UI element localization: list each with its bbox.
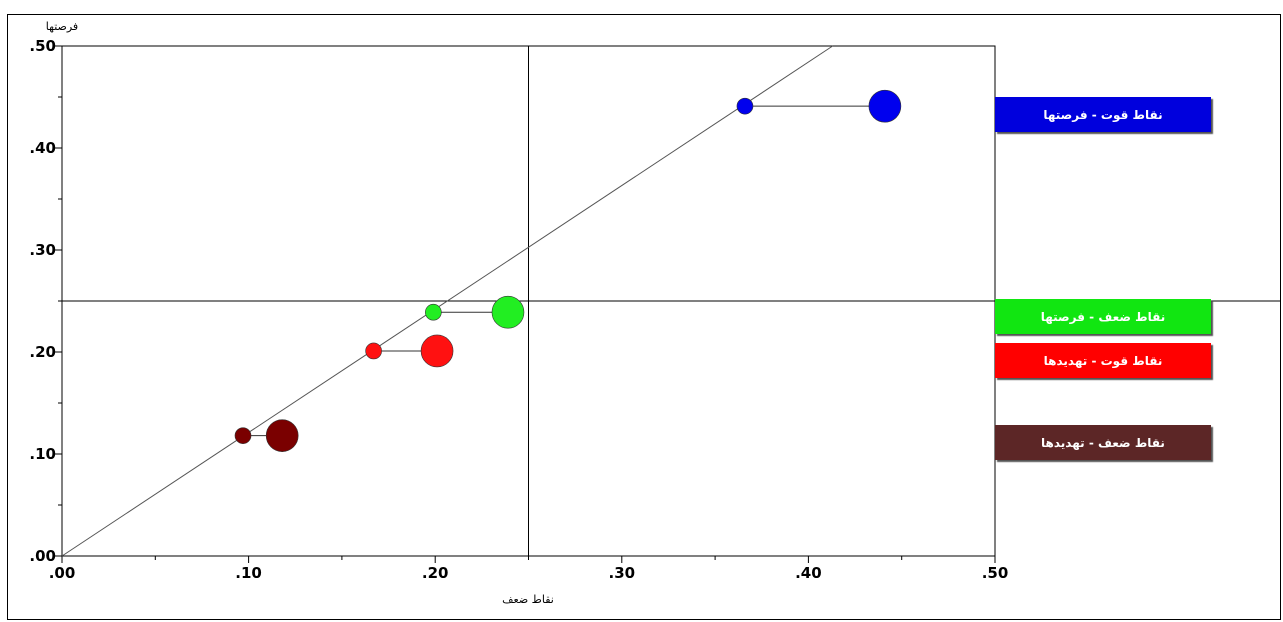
- legend-item-strengths-opportunities: نقاط قوت - فرصتها: [995, 97, 1211, 132]
- y-axis-title: فرصتها: [46, 20, 78, 33]
- legend-item-strengths-threats: نقاط قوت - تهدیدها: [995, 343, 1211, 378]
- x-tick-label: .30: [609, 564, 636, 582]
- legend-item-weaknesses-threats: نقاط ضعف - تهدیدها: [995, 425, 1211, 460]
- y-tick-label: .50: [29, 37, 56, 55]
- chart-frame: [7, 14, 1281, 620]
- point-small: [234, 427, 252, 444]
- point-large: [420, 334, 454, 368]
- point-large: [265, 419, 299, 452]
- point-large: [868, 89, 902, 123]
- legend-item-weaknesses-opportunities: نقاط ضعف - فرصتها: [995, 299, 1211, 334]
- diagonal-line: [61, 45, 833, 557]
- x-tick-label: .50: [982, 564, 1009, 582]
- x-tick-label: .00: [49, 564, 76, 582]
- y-tick-label: .40: [29, 139, 56, 157]
- point-large: [491, 295, 525, 329]
- y-tick-label: .00: [29, 547, 56, 565]
- x-tick-label: .10: [235, 564, 262, 582]
- point-small: [365, 342, 382, 360]
- y-tick-label: .30: [29, 241, 56, 259]
- point-small: [736, 97, 754, 115]
- y-tick-label: .20: [29, 343, 56, 361]
- x-axis-title: نقاط ضعف: [502, 593, 554, 606]
- x-tick-label: .40: [795, 564, 822, 582]
- point-small: [425, 303, 442, 321]
- x-tick-label: .20: [422, 564, 449, 582]
- y-tick-label: .10: [29, 445, 56, 463]
